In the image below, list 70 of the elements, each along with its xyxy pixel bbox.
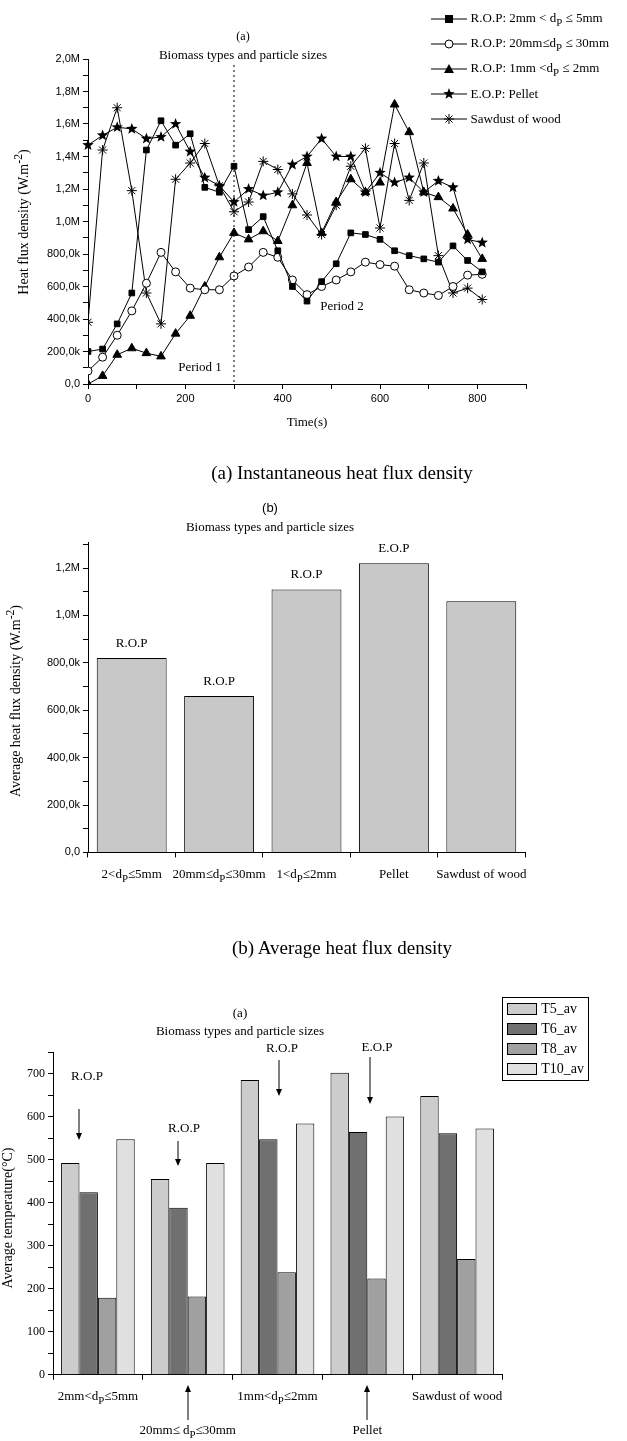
chart-title: (a) <box>236 29 250 44</box>
x-tick-label: 600 <box>370 391 390 404</box>
text: (b) Average heat flux density <box>231 937 453 959</box>
x-tick-label: Pellet <box>379 866 409 882</box>
x-tick-label: 20mm≤d$_{P}$≤30mm <box>172 866 266 884</box>
annotation: Period 1 <box>178 359 222 375</box>
x-tick-label: 2mm<d$_{P}$≤5mm <box>57 1388 139 1406</box>
annotation: R.O.P <box>266 1040 298 1056</box>
y-tick-label: 400 <box>27 1194 45 1209</box>
y-tick-label: 400,0k <box>46 312 81 325</box>
y-tick-label: 100 <box>27 1323 45 1338</box>
y-tick-label: 1,6M <box>55 117 80 130</box>
y-axis-title: Average temperature(°C) <box>0 1147 16 1288</box>
annotation: R.O.P <box>168 1120 200 1136</box>
annotation: E.O.P <box>361 1039 393 1055</box>
y-tick-label: 1,4M <box>55 149 80 162</box>
data-label: E.O.P <box>378 540 410 556</box>
y-tick-label: 1,0M <box>55 214 80 227</box>
legend-label: T10_av <box>541 1061 584 1077</box>
x-tick-label: 0 <box>84 391 92 404</box>
x-tick-label: 200 <box>176 391 195 404</box>
x-tick-label: Sawdust of wood <box>411 1388 503 1404</box>
y-tick-label: 600,0k <box>46 279 81 292</box>
legend-label: R.O.P: 20mm≤d$_{P}$ ≤ 30mm <box>470 34 609 53</box>
chart-subtitle: Biomass types and particle sizes <box>185 519 355 535</box>
y-tick-label: 0,0 <box>64 845 80 858</box>
data-label: R.O.P <box>115 635 148 651</box>
annotation: Period 2 <box>320 298 364 314</box>
x-tick-label: 2<d$_{P}$≤5mm <box>101 866 162 884</box>
legend-label: T5_av <box>541 1001 577 1017</box>
y-tick-label: 800,0k <box>46 247 81 260</box>
y-tick-label: 400,0k <box>46 750 81 763</box>
y-tick-label: 300 <box>27 1237 45 1252</box>
chart-title: (a) <box>232 1005 248 1021</box>
y-tick-label: 200,0k <box>46 798 81 811</box>
legend-label: E.O.P: Pellet <box>470 85 539 102</box>
chart-title: (b) <box>262 500 278 515</box>
legend-label: Sawdust of wood <box>470 110 561 127</box>
y-tick-label: 600,0k <box>46 703 81 716</box>
legend-label: T8_av <box>541 1041 577 1057</box>
y-tick-label: 1,2M <box>55 561 80 574</box>
y-tick-label: 200,0k <box>46 344 81 357</box>
x-axis-title: Time(s) <box>286 414 328 430</box>
x-tick-label: 20mm≤ d$_{P}$≤30mm <box>139 1422 236 1440</box>
text: (a) Instantaneous heat flux density <box>211 462 473 484</box>
y-tick-label: 1,2M <box>55 182 80 195</box>
y-tick-label: 500 <box>27 1151 45 1166</box>
y-tick-label: 700 <box>27 1065 45 1080</box>
x-tick-label: 1mm<d$_{P}$≤2mm <box>237 1388 318 1406</box>
chart-subtitle: Biomass types and particle sizes <box>158 47 328 63</box>
y-tick-label: 200 <box>27 1280 45 1295</box>
x-tick-label: 1<d$_{P}$≤2mm <box>276 866 337 884</box>
y-tick-label: 0,0 <box>64 377 80 390</box>
x-tick-label: 800 <box>468 391 487 404</box>
chart-subtitle: Biomass types and particle sizes <box>155 1023 325 1039</box>
data-label: R.O.P <box>290 566 323 582</box>
data-label: R.O.P <box>203 672 235 688</box>
y-tick-label: 2,0M <box>55 52 80 65</box>
legend-label: T6_av <box>541 1021 577 1037</box>
y-tick-label: 0 <box>39 1366 45 1381</box>
legend-label: R.O.P: 1mm <d$_{P}$ ≤ 2mm <box>470 59 600 78</box>
y-tick-label: 800,0k <box>46 655 81 668</box>
y-tick-label: 600 <box>27 1108 45 1123</box>
y-tick-label: 1,0M <box>55 608 80 621</box>
x-tick-label: Pellet <box>352 1422 383 1438</box>
y-tick-label: 1,8M <box>55 84 80 97</box>
legend-label: R.O.P: 2mm < d$_{P}$ ≤ 5mm <box>470 9 603 28</box>
annotation: R.O.P <box>71 1068 103 1084</box>
x-tick-label: 400 <box>273 391 292 404</box>
x-tick-label: Sawdust of wood <box>436 866 527 882</box>
